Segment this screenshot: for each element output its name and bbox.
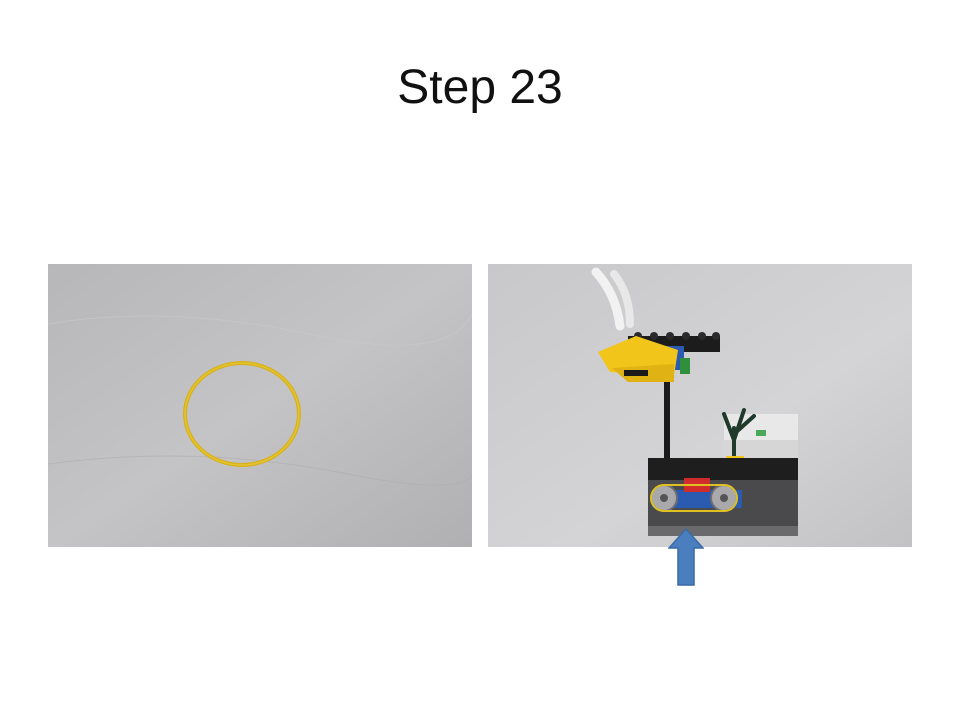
slide-title: Step 23 [397,61,563,114]
lego-model-photo [488,264,912,547]
rubber-band-photo [48,264,472,547]
up-arrow-icon [668,528,704,586]
